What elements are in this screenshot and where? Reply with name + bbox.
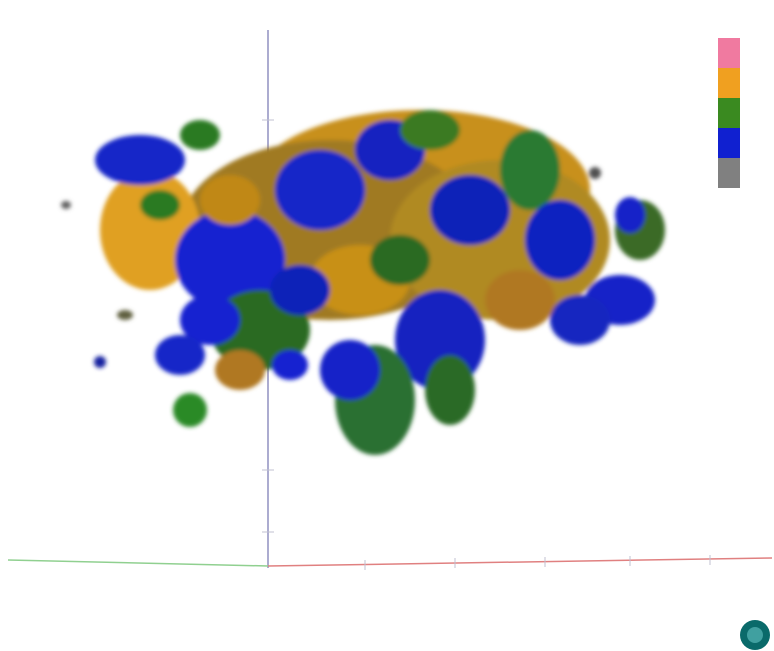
legend-swatch	[718, 98, 740, 128]
rendered-body	[61, 110, 665, 455]
legend-swatch	[718, 128, 740, 158]
x-axis	[267, 557, 773, 567]
legend-swatch	[718, 158, 740, 188]
legend-swatch	[718, 38, 740, 68]
y-axis	[7, 559, 269, 567]
legend-swatch	[718, 68, 740, 98]
view-widget[interactable]	[740, 620, 770, 650]
color-legend	[718, 38, 740, 188]
